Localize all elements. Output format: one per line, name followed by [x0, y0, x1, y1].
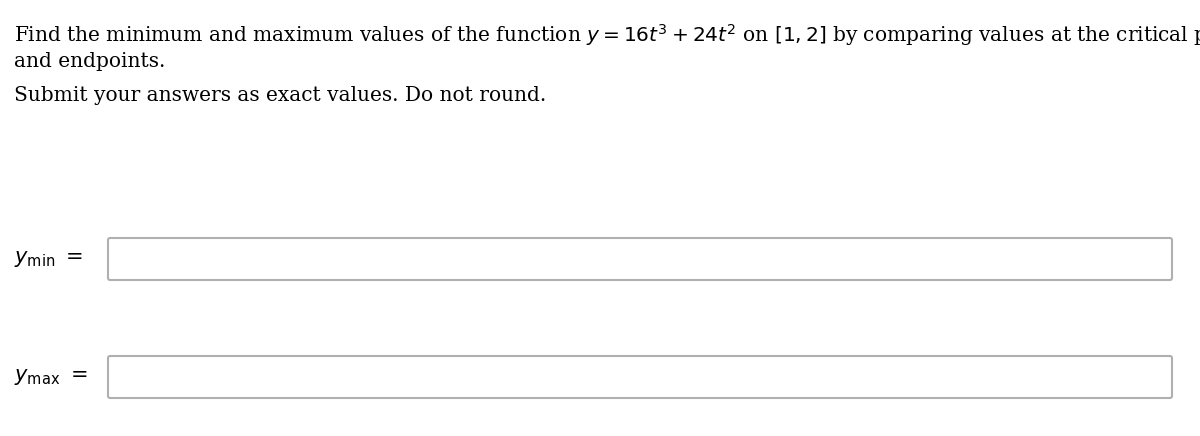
FancyBboxPatch shape	[108, 238, 1172, 280]
Text: $y_{\rm max}$ $=$: $y_{\rm max}$ $=$	[14, 367, 88, 387]
Text: Find the minimum and maximum values of the function $y = 16t^3 + 24t^2$ on $[1, : Find the minimum and maximum values of t…	[14, 22, 1200, 48]
Text: $y_{\rm min}$ $=$: $y_{\rm min}$ $=$	[14, 249, 83, 269]
Text: Submit your answers as exact values. Do not round.: Submit your answers as exact values. Do …	[14, 86, 546, 105]
Text: and endpoints.: and endpoints.	[14, 52, 166, 71]
FancyBboxPatch shape	[108, 356, 1172, 398]
